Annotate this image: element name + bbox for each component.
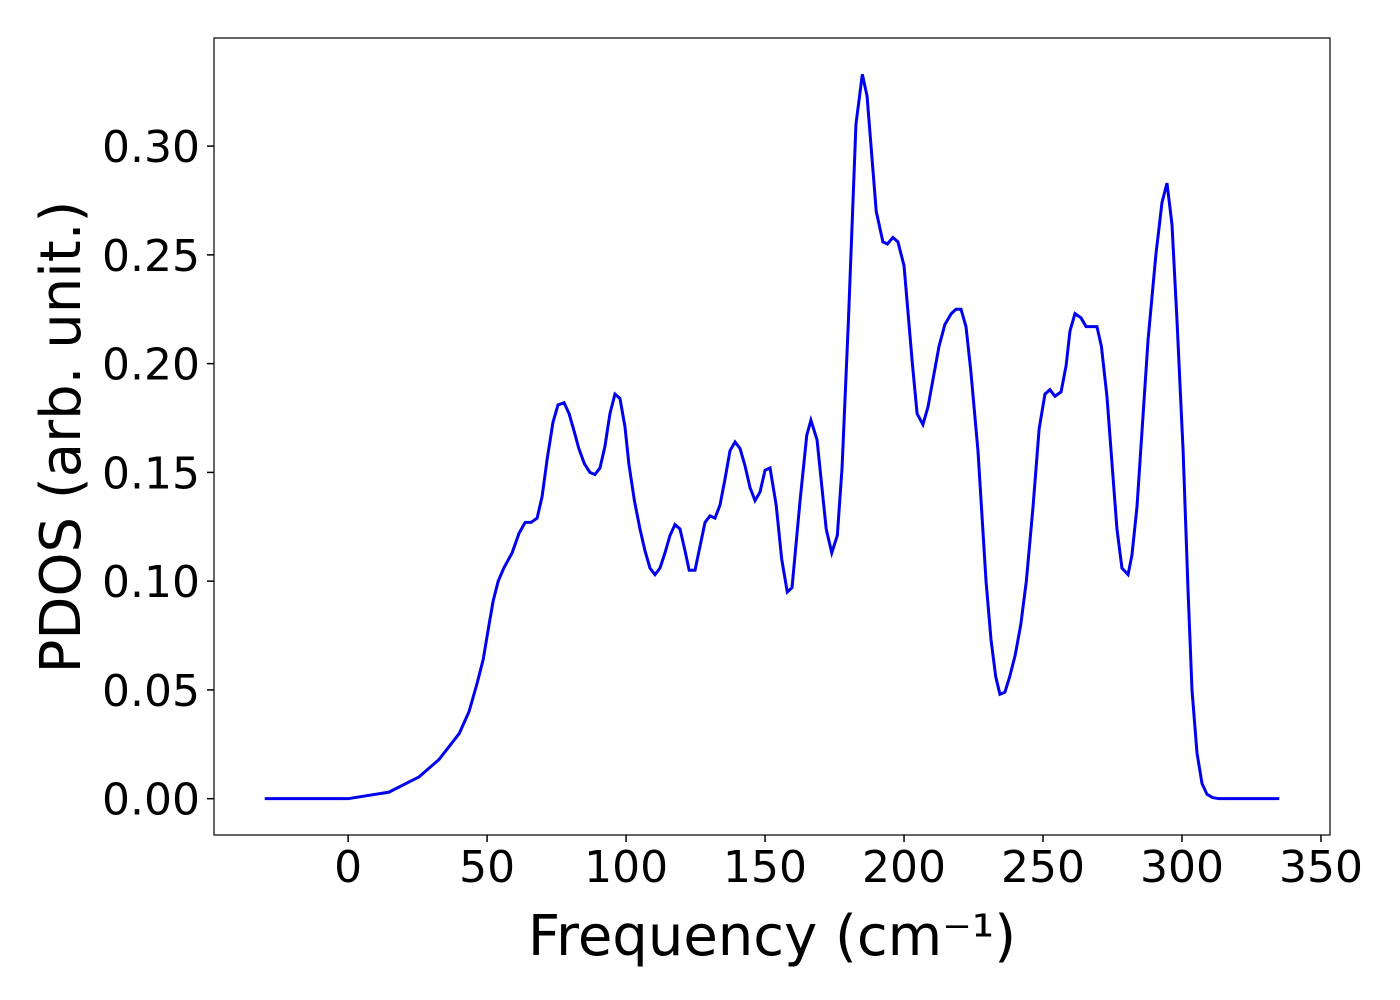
x-tick-label: 200 [862, 842, 946, 893]
x-tick-label: 150 [723, 842, 807, 893]
x-tick-label: 300 [1140, 842, 1224, 893]
x-tick-label: 350 [1279, 842, 1363, 893]
x-tick-label: 100 [584, 842, 668, 893]
y-tick-label: 0.00 [102, 775, 200, 826]
y-tick-label: 0.15 [102, 448, 200, 499]
x-tick-label: 50 [459, 842, 515, 893]
x-axis-label: Frequency (cm⁻¹) [528, 904, 1016, 969]
x-tick-label: 0 [334, 842, 362, 893]
line [264, 74, 1280, 801]
x-tick-label: 250 [1001, 842, 1085, 893]
y-tick-label: 0.05 [102, 666, 200, 717]
y-tick-label: 0.20 [102, 340, 200, 391]
y-tick-label: 0.10 [102, 557, 200, 608]
y-axis-label: PDOS (arb. unit.) [29, 201, 94, 674]
plot-frame [213, 37, 1331, 836]
y-tick-label: 0.25 [102, 231, 200, 282]
y-tick-label: 0.30 [102, 122, 200, 173]
